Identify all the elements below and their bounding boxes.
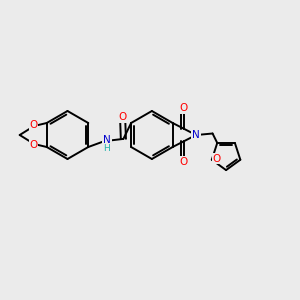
- Text: O: O: [180, 157, 188, 167]
- Text: O: O: [29, 120, 38, 130]
- Text: O: O: [29, 140, 38, 150]
- Text: N: N: [192, 130, 200, 140]
- Text: H: H: [103, 144, 110, 153]
- Text: N: N: [103, 135, 111, 146]
- Text: O: O: [180, 103, 188, 113]
- Text: O: O: [119, 112, 127, 122]
- Text: O: O: [213, 154, 221, 164]
